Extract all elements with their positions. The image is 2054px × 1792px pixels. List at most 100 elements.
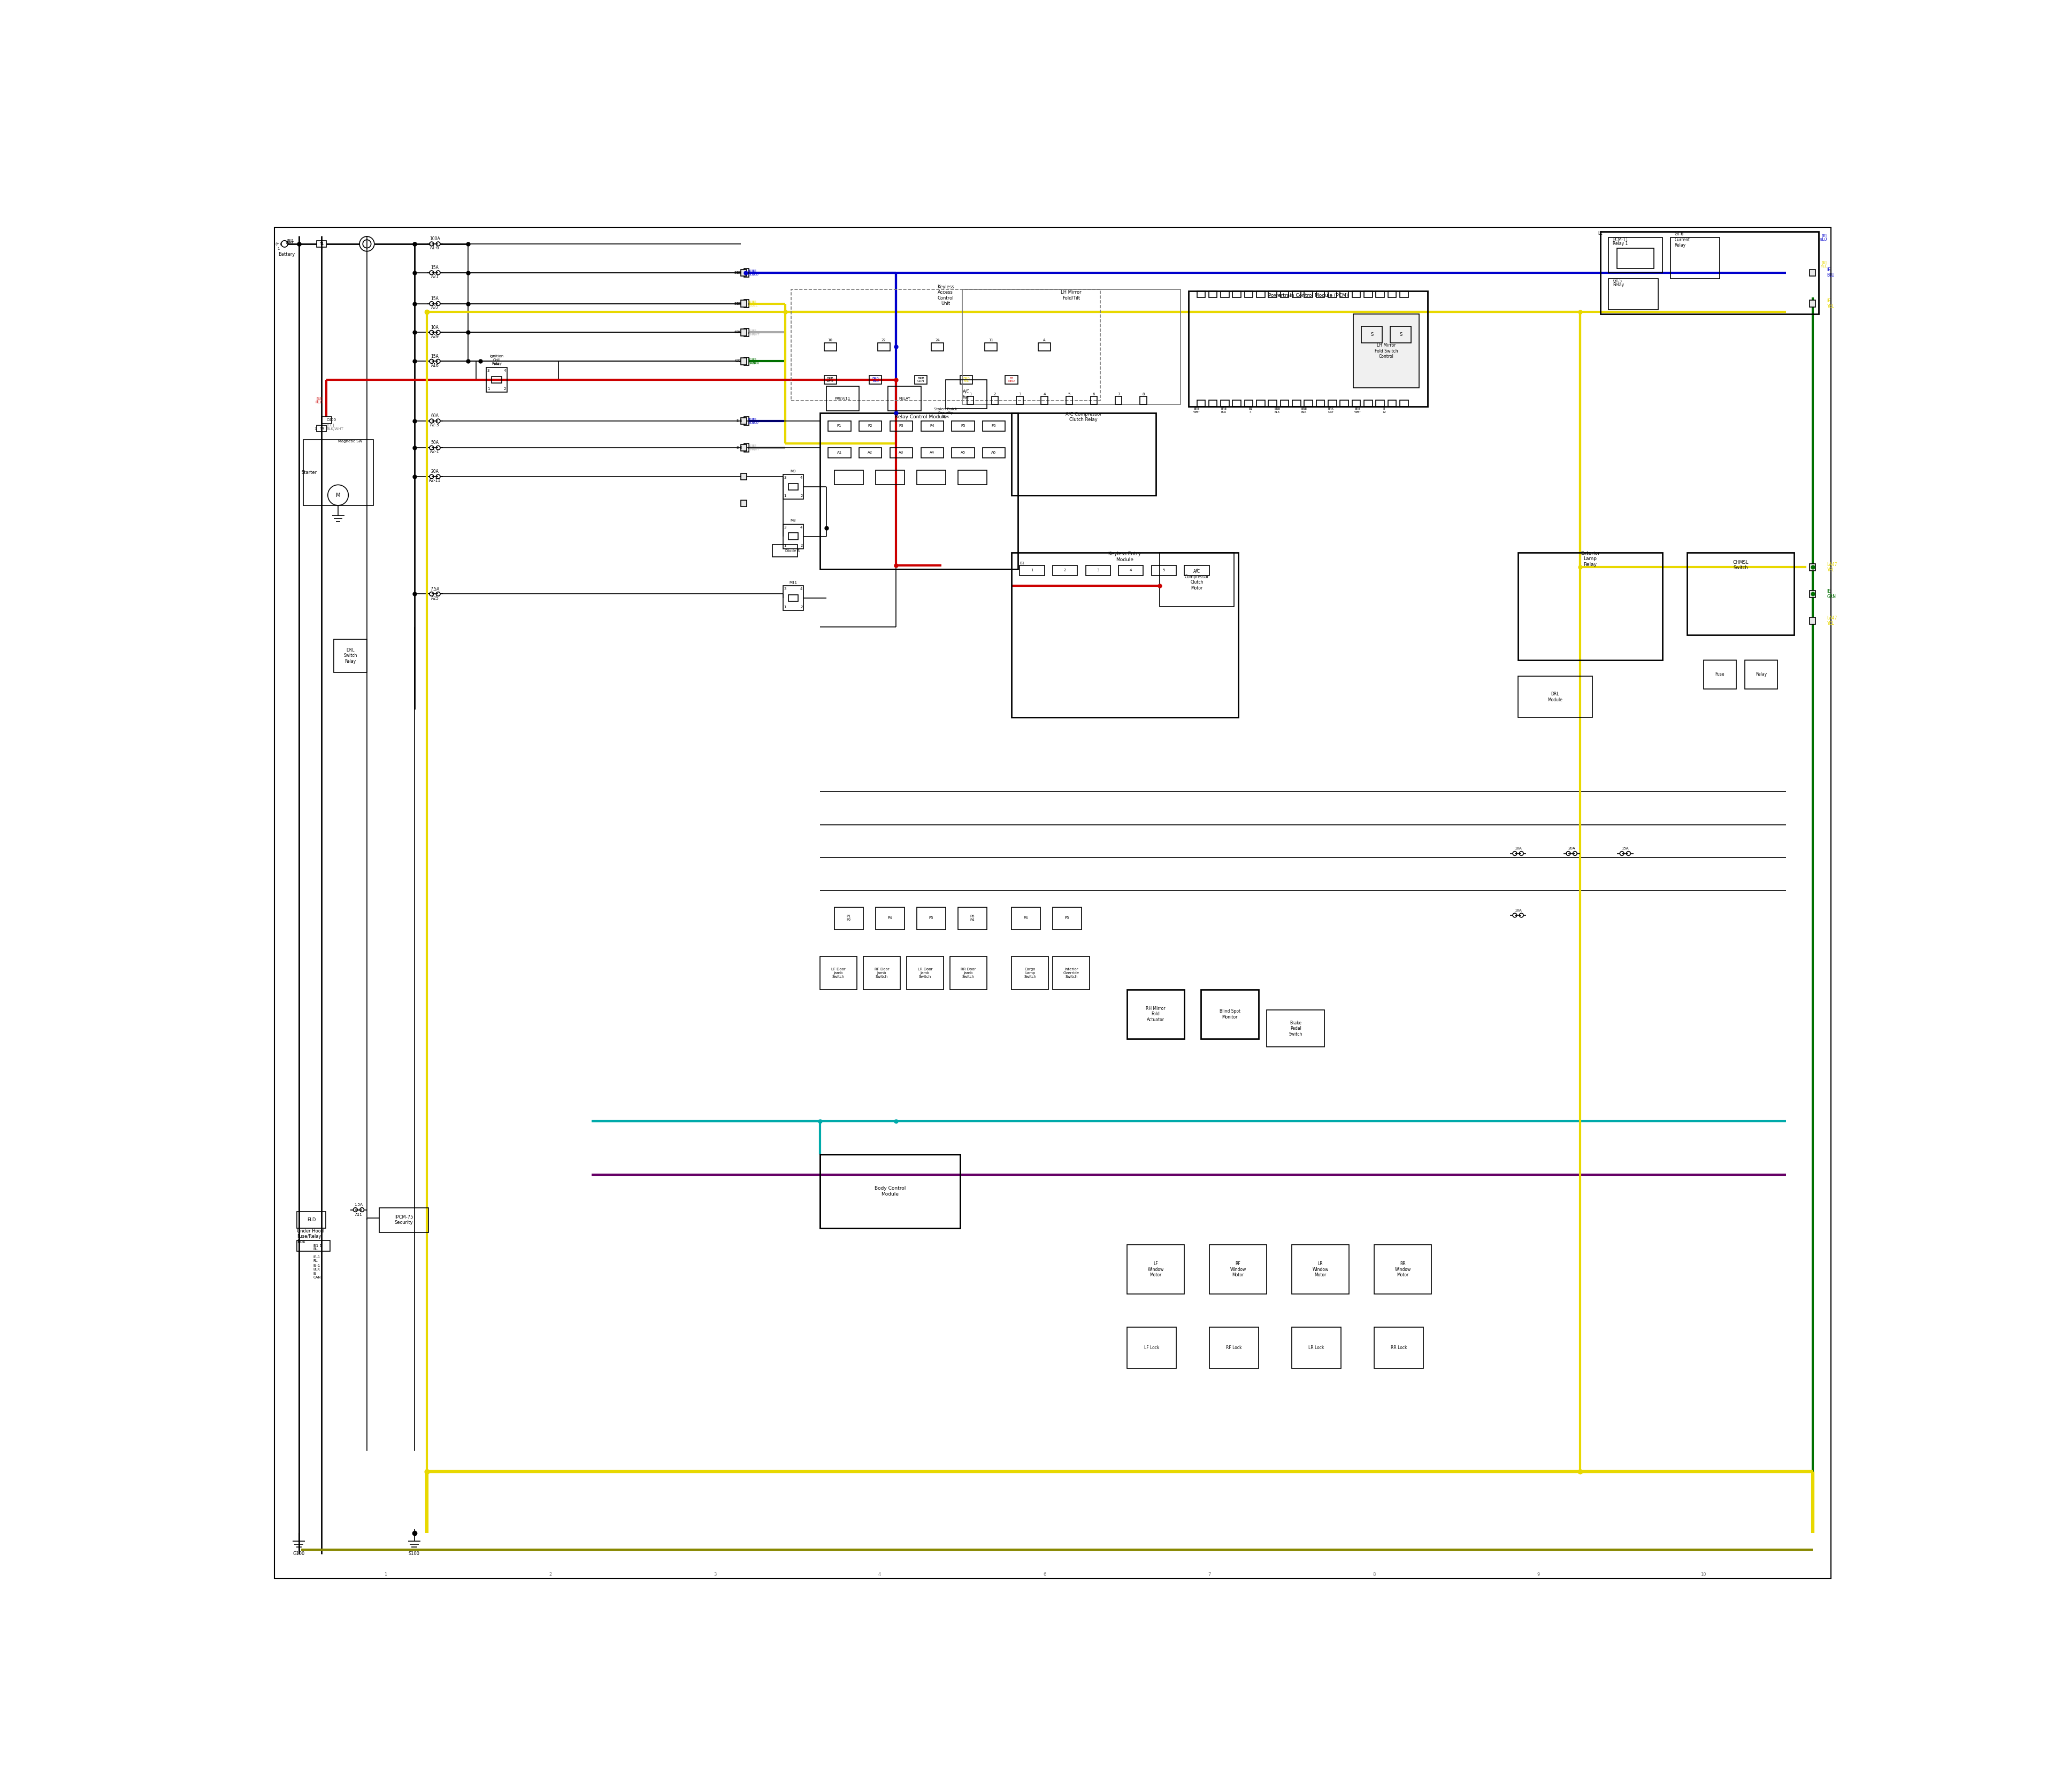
Bar bbox=[875, 907, 904, 930]
Bar bbox=[834, 907, 863, 930]
Text: A2-3: A2-3 bbox=[429, 423, 440, 428]
Text: 11: 11 bbox=[988, 339, 994, 342]
Text: [E]: [E] bbox=[748, 330, 752, 332]
Text: IE-1
BLK: IE-1 BLK bbox=[314, 1263, 320, 1271]
Text: 3: 3 bbox=[785, 525, 787, 529]
Bar bbox=[1128, 1328, 1177, 1369]
Bar bbox=[1329, 400, 1337, 407]
Bar bbox=[1210, 1245, 1267, 1294]
Bar bbox=[741, 358, 748, 364]
Text: 1: 1 bbox=[1031, 568, 1033, 572]
Text: A16: A16 bbox=[431, 364, 440, 367]
Text: M: M bbox=[335, 493, 341, 498]
Text: 4: 4 bbox=[801, 477, 803, 480]
Text: WHT: WHT bbox=[752, 448, 760, 452]
Bar bbox=[1364, 400, 1372, 407]
Text: 60: 60 bbox=[733, 332, 739, 333]
Bar bbox=[1011, 552, 1239, 717]
Bar bbox=[1257, 400, 1265, 407]
Text: 60A: 60A bbox=[431, 414, 440, 419]
Text: A29: A29 bbox=[431, 333, 440, 339]
Bar bbox=[916, 471, 945, 486]
Text: P3: P3 bbox=[900, 425, 904, 428]
Bar bbox=[1052, 957, 1091, 989]
Bar bbox=[335, 640, 368, 672]
Text: A/C
Fan: A/C Fan bbox=[963, 389, 969, 400]
Text: 1: 1 bbox=[785, 606, 787, 609]
Bar bbox=[744, 444, 750, 452]
Text: A2-11: A2-11 bbox=[429, 478, 442, 484]
Text: Under Hood
Fuse/Relay
Box: Under Hood Fuse/Relay Box bbox=[298, 1229, 325, 1244]
Bar bbox=[1115, 396, 1121, 405]
Text: M8: M8 bbox=[791, 520, 797, 521]
Text: 8
12: 8 12 bbox=[1382, 409, 1386, 414]
Text: Body Control
Module: Body Control Module bbox=[875, 1186, 906, 1197]
Text: 15A: 15A bbox=[431, 353, 440, 358]
Bar bbox=[1686, 552, 1793, 634]
Text: 3: 3 bbox=[1019, 392, 1021, 396]
Bar bbox=[744, 357, 750, 366]
Text: Blind Spot
Monitor: Blind Spot Monitor bbox=[1220, 1009, 1241, 1020]
Bar bbox=[1052, 907, 1082, 930]
Bar bbox=[741, 301, 748, 306]
Bar bbox=[1352, 400, 1360, 407]
Bar bbox=[1364, 292, 1372, 297]
Bar bbox=[916, 907, 945, 930]
Text: 4: 4 bbox=[801, 525, 803, 529]
Bar bbox=[982, 448, 1004, 459]
Bar bbox=[1269, 400, 1278, 407]
Bar bbox=[491, 376, 501, 383]
Bar bbox=[1391, 326, 1411, 342]
Text: WHT: WHT bbox=[752, 333, 760, 335]
Bar bbox=[741, 500, 748, 507]
Text: T1: T1 bbox=[318, 242, 325, 246]
Text: 7: 7 bbox=[1117, 392, 1119, 396]
Bar bbox=[1292, 400, 1300, 407]
Bar bbox=[984, 342, 996, 351]
Text: [E]: [E] bbox=[752, 269, 756, 272]
Text: M9: M9 bbox=[791, 470, 797, 473]
Text: IE
BLU: IE BLU bbox=[1826, 267, 1834, 278]
Text: BRB
WHT: BRB WHT bbox=[826, 376, 834, 383]
Bar bbox=[889, 421, 912, 432]
Bar bbox=[1220, 400, 1228, 407]
Text: Starter: Starter bbox=[302, 470, 316, 475]
Text: A6: A6 bbox=[992, 452, 996, 455]
Bar bbox=[1389, 292, 1397, 297]
Bar bbox=[1197, 400, 1206, 407]
Bar bbox=[967, 396, 974, 405]
Bar bbox=[316, 425, 327, 432]
Bar bbox=[1197, 292, 1206, 297]
Bar bbox=[906, 957, 943, 989]
Text: [E]: [E] bbox=[752, 358, 756, 360]
Bar bbox=[1119, 564, 1144, 575]
Text: LF Lock: LF Lock bbox=[1144, 1346, 1158, 1349]
Text: YEL: YEL bbox=[748, 305, 754, 306]
Bar bbox=[859, 448, 881, 459]
Bar bbox=[789, 595, 799, 602]
Text: 3: 3 bbox=[737, 446, 739, 450]
Bar bbox=[1128, 1245, 1185, 1294]
Text: RR Lock: RR Lock bbox=[1391, 1346, 1407, 1349]
Bar bbox=[1208, 400, 1218, 407]
Text: 1: 1 bbox=[320, 246, 322, 249]
Text: 2: 2 bbox=[801, 543, 803, 547]
Bar bbox=[298, 1240, 331, 1251]
Bar bbox=[1317, 400, 1325, 407]
Bar bbox=[1374, 1245, 1432, 1294]
Bar bbox=[1810, 301, 1816, 306]
Text: YEL: YEL bbox=[752, 305, 758, 306]
Bar bbox=[304, 439, 374, 505]
Text: Battery: Battery bbox=[279, 251, 296, 256]
Text: 6: 6 bbox=[1093, 392, 1095, 396]
Bar bbox=[920, 421, 943, 432]
Text: BRB
WHT: BRB WHT bbox=[1193, 409, 1200, 414]
Text: LA47
YEL: LA47 YEL bbox=[1826, 563, 1838, 572]
Text: 50A: 50A bbox=[431, 441, 440, 444]
Bar bbox=[789, 532, 799, 539]
Bar bbox=[826, 385, 859, 410]
Text: [E]: [E] bbox=[752, 301, 756, 303]
Text: BLU: BLU bbox=[748, 421, 754, 425]
Bar bbox=[820, 412, 1017, 570]
Text: Magnetic SW: Magnetic SW bbox=[339, 441, 362, 443]
